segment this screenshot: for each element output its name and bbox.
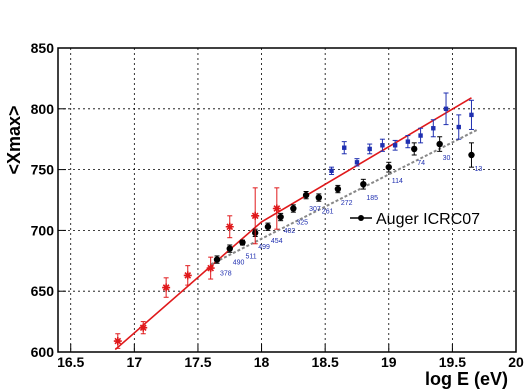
data-points — [113, 92, 475, 349]
x-axis-title: log E (eV) — [425, 369, 508, 389]
data-point — [385, 163, 392, 171]
data-point — [436, 140, 443, 148]
x-tick-label: 18.5 — [312, 354, 339, 370]
fit-line — [114, 97, 472, 351]
x-tick-label: 20 — [508, 354, 524, 370]
data-point — [139, 323, 148, 332]
data-point — [456, 124, 461, 130]
y-tick-label: 600 — [31, 344, 55, 360]
y-tick-label: 750 — [31, 162, 55, 178]
event-count-label: 185 — [366, 195, 378, 202]
data-point — [315, 194, 323, 201]
event-count-label: 74 — [417, 160, 425, 167]
event-count-label: 402 — [284, 228, 296, 235]
data-point — [206, 264, 215, 273]
data-point — [226, 245, 233, 252]
data-point — [354, 160, 360, 165]
grid — [58, 47, 517, 353]
y-tick-label: 800 — [31, 101, 55, 117]
data-point — [239, 239, 246, 246]
event-count-label: 114 — [392, 178, 403, 185]
data-point — [251, 211, 260, 220]
event-count-label: 30 — [443, 155, 451, 162]
x-tick-label: 17 — [127, 354, 143, 370]
data-point — [225, 222, 234, 231]
x-tick-label: 17.5 — [184, 354, 211, 370]
event-count-label: 454 — [271, 238, 283, 245]
y-tick-label: 700 — [31, 222, 55, 238]
data-point — [469, 112, 474, 118]
x-tick-label: 18 — [254, 354, 270, 370]
plot-frame — [57, 47, 517, 353]
data-point — [380, 143, 385, 148]
data-point — [334, 185, 342, 193]
x-tick-label: 16.5 — [57, 354, 84, 370]
x-tick-label: 19 — [381, 354, 397, 370]
data-point — [405, 139, 411, 144]
data-point — [162, 283, 171, 292]
event-count-label: 511 — [245, 254, 256, 261]
data-point — [418, 133, 423, 138]
data-point — [443, 106, 449, 111]
data-point — [277, 213, 284, 221]
y-axis-title: <Xmax> — [4, 105, 24, 174]
x-tick-label: 19.5 — [439, 354, 466, 370]
data-point — [411, 145, 418, 153]
event-count-label: 13 — [474, 166, 482, 173]
data-point — [302, 191, 310, 199]
data-point — [329, 168, 334, 174]
event-count-label: 307 — [309, 206, 321, 213]
event-count-label: 499 — [258, 244, 270, 251]
event-count-label: 490 — [233, 260, 245, 267]
data-point — [183, 271, 192, 280]
y-tick-label: 650 — [31, 283, 55, 299]
data-point — [392, 143, 398, 148]
data-point — [367, 146, 372, 152]
data-point — [468, 151, 475, 159]
legend-marker — [358, 215, 364, 221]
data-point — [360, 180, 367, 188]
legend: Auger ICRC07 — [350, 211, 480, 228]
event-count-label: 378 — [220, 271, 232, 278]
fit-lines — [114, 97, 479, 351]
data-point — [431, 126, 436, 131]
event-count-label: 261 — [322, 209, 334, 216]
event-count-label: 272 — [341, 200, 353, 207]
data-point — [213, 256, 221, 263]
data-point — [342, 145, 347, 150]
legend-label: Auger ICRC07 — [376, 211, 480, 228]
event-count-label: 325 — [296, 220, 308, 227]
data-point — [113, 337, 122, 346]
data-point — [290, 205, 297, 212]
y-tick-label: 850 — [31, 40, 55, 56]
data-point — [272, 204, 281, 213]
axis-ticks: 16.5 17 17.5 18 18.5 19 19.5 20 600 650 700 750 800 8… — [31, 40, 524, 370]
data-point — [264, 223, 272, 230]
